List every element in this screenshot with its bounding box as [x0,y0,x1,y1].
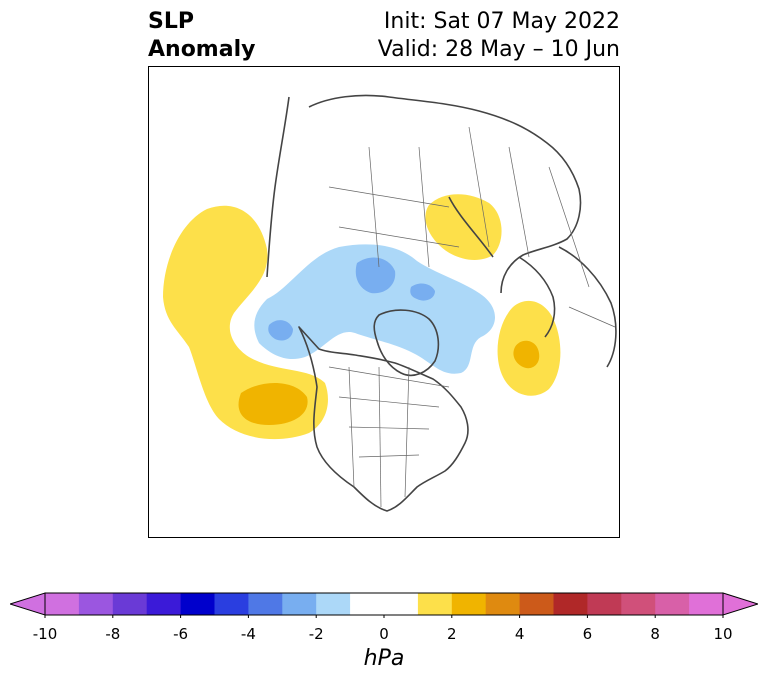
colorbar-bin [146,593,182,615]
colorbar-over-extension [722,592,758,616]
map-panel [148,66,620,538]
polar-map [163,94,617,512]
init-date-label: Init: Sat 07 May 2022 [383,9,620,34]
siberia-positive [425,194,502,260]
north-atlantic-positive-core [513,340,540,369]
colorbar-bin [485,593,521,615]
colorbar-ticks [44,615,724,618]
north-pacific-positive [163,205,328,440]
title-variable-line2: Anomaly [148,37,256,62]
colorbar-bins [45,593,724,615]
colorbar-bin [587,593,622,615]
colorbar [10,592,758,618]
colorbar-tick-label: 2 [447,625,457,643]
colorbar-tick-label: -10 [32,625,58,643]
map-title-variable: SLP Anomaly [148,8,255,64]
colorbar-bin [78,593,114,615]
colorbar-tick-label: -8 [105,625,121,643]
colorbar-bin [519,593,554,615]
northeast-pacific-positive-core [238,382,308,425]
colorbar-bin [553,593,588,615]
political-borders [328,126,616,508]
colorbar-bin [316,593,351,615]
colorbar-bin [45,593,80,615]
colorbar-tick-label: 0 [379,625,389,643]
arctic-negative-core [355,257,396,294]
colorbar-unit-label: hPa [363,646,405,671]
colorbar-bin [214,593,249,615]
colorbar-bin [655,593,690,615]
colorbar-tick-label: -6 [173,625,189,643]
colorbar-tick-label: 8 [650,625,660,643]
arctic-negative [254,244,495,374]
colorbar-tick-label: 6 [582,625,593,643]
coastlines [266,94,617,512]
colorbar-bin [248,593,283,615]
map-title-dates: Init: Sat 07 May 2022 Valid: 28 May – 10… [378,8,620,64]
arctic-negative-core [268,320,293,341]
colorbar-tick-label: 4 [514,625,525,643]
valid-date-label: Valid: 28 May – 10 Jun [377,37,620,62]
colorbar-bin [417,593,453,615]
colorbar-tick-label: -2 [308,625,324,643]
colorbar-tick-label: 10 [713,625,733,643]
arctic-negative-core [410,283,435,301]
colorbar-bin [350,593,419,615]
colorbar-tick-label: -4 [240,625,256,643]
colorbar-bin [282,593,317,615]
title-variable-line1: SLP [148,9,194,34]
colorbar-bin [689,593,724,615]
colorbar-bin [621,593,656,615]
colorbar-bin [180,593,215,615]
colorbar-bin [112,593,148,615]
colorbar-under-extension [10,592,46,616]
colorbar-bin [451,593,487,615]
